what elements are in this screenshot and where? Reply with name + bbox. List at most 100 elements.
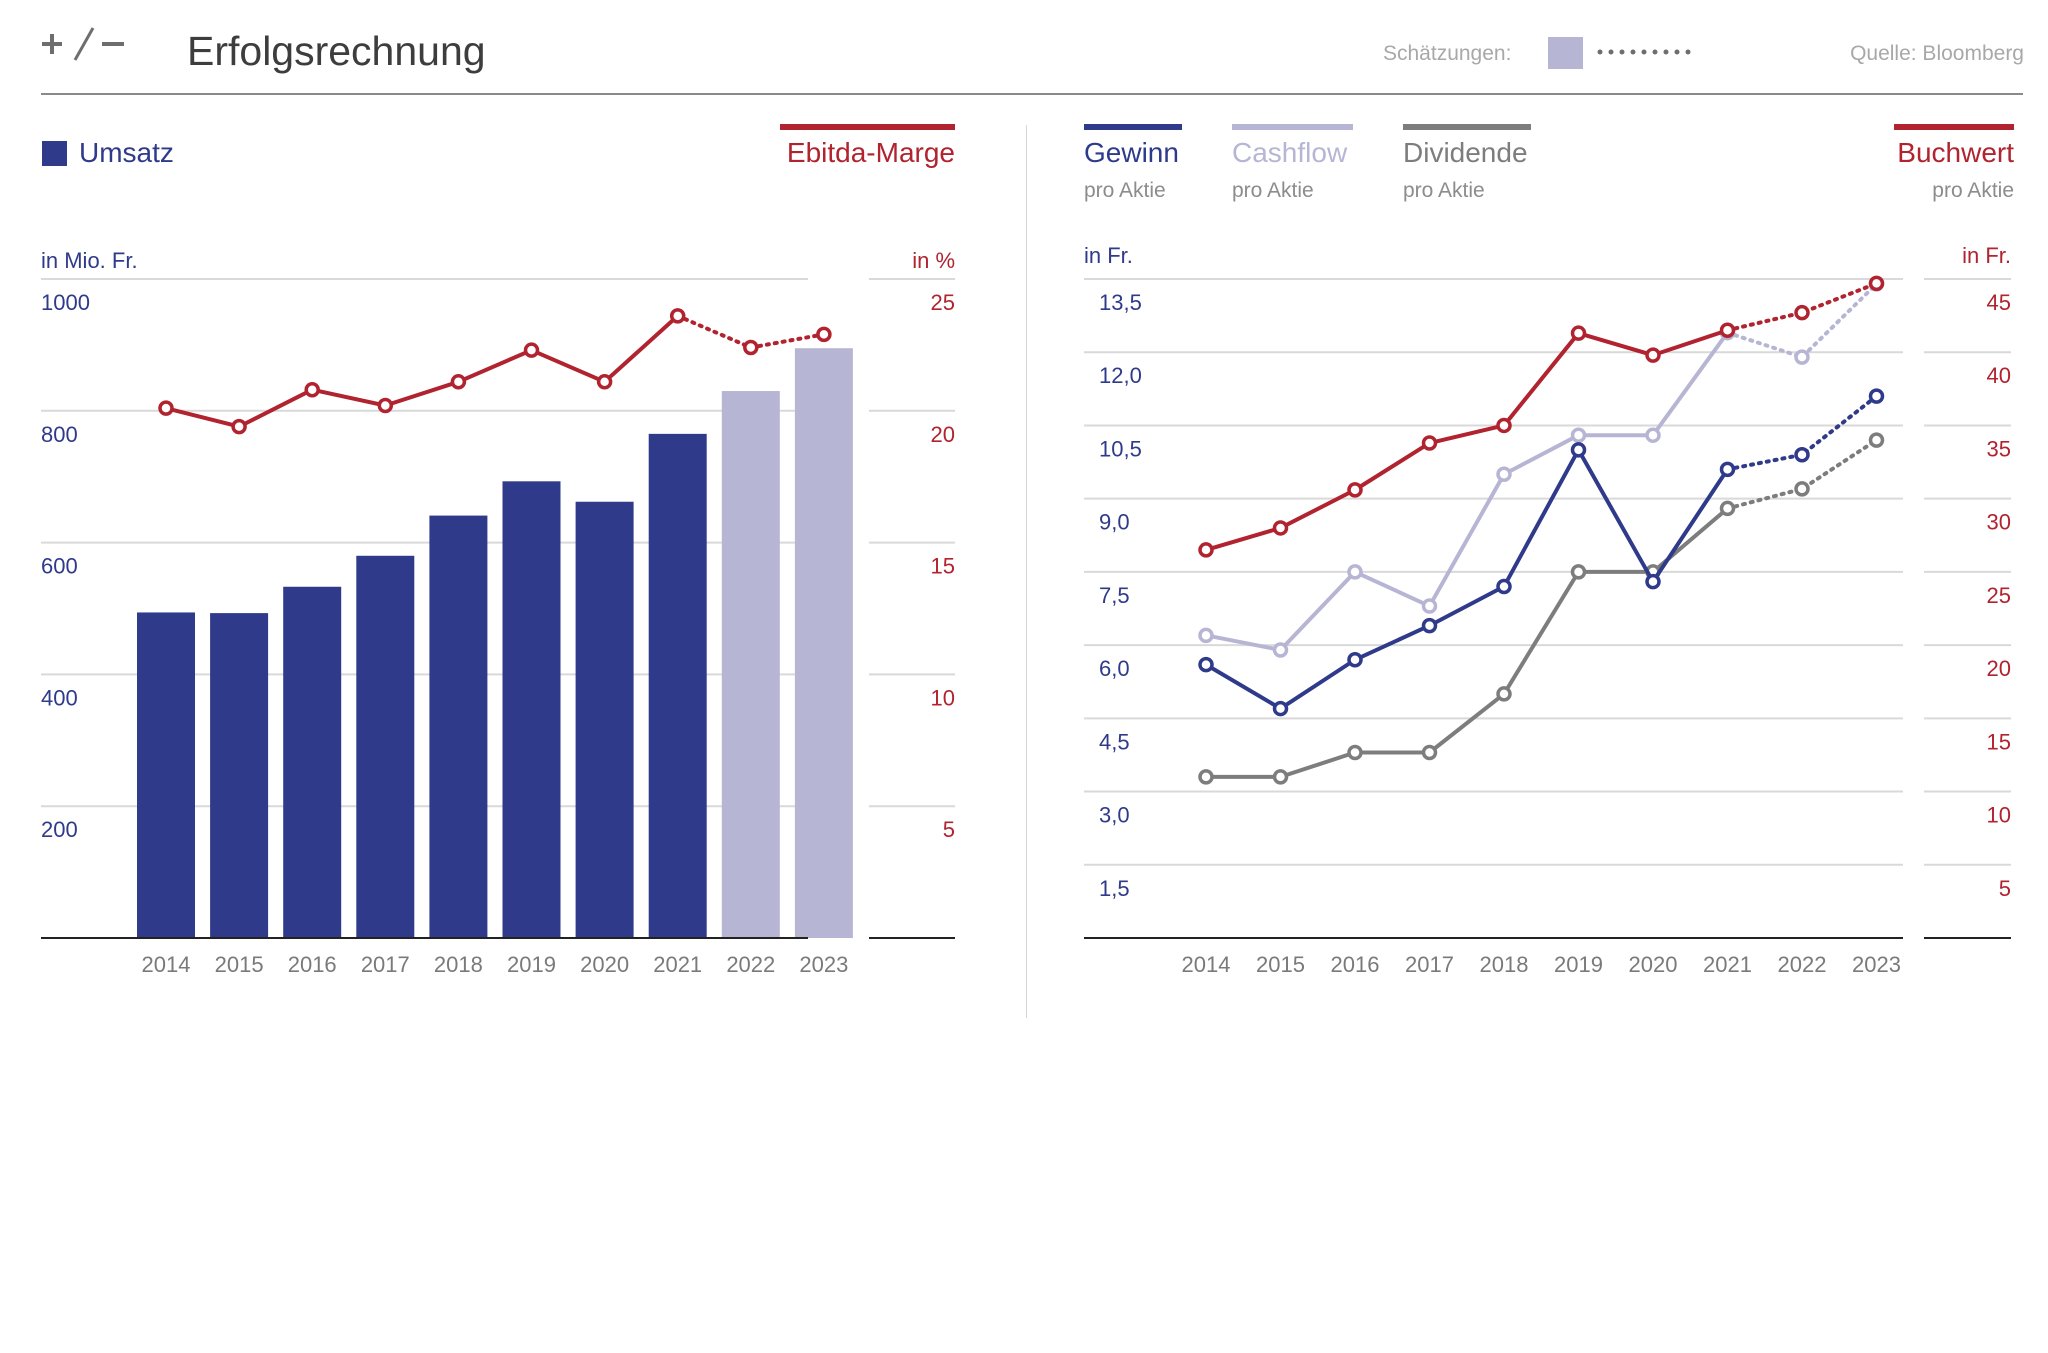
bar-umsatz-2019	[502, 481, 561, 938]
point-cashflow-2016	[1347, 564, 1363, 580]
point-gewinn-2018	[1496, 578, 1512, 595]
point-buchwert-2023	[1868, 275, 1885, 292]
right-y-tick-label: 30	[1987, 510, 2011, 535]
logo-plus-minus-icon	[42, 27, 124, 61]
legend-cashflow-sub: pro Aktie	[1232, 179, 1314, 202]
left-y-tick-label: 600	[41, 554, 78, 579]
right-chart-right-unit-label: in Fr.	[1962, 243, 2011, 268]
left-y-tick-label: 7,5	[1099, 583, 1130, 608]
right-chart-left-unit-label: in Fr.	[1084, 243, 1133, 268]
point-ebitda-marge-2016	[304, 381, 320, 398]
point-gewinn-2021	[1719, 461, 1736, 478]
right-y-tick-label: 10	[1987, 803, 2011, 828]
page-title: Erfolgsrechnung	[187, 28, 486, 74]
x-tick-label: 2020	[1629, 952, 1678, 977]
point-cashflow-2014	[1198, 627, 1214, 644]
point-buchwert-2018	[1496, 417, 1512, 434]
x-tick-label: 2016	[1331, 952, 1380, 977]
point-cashflow-2015	[1272, 642, 1289, 658]
bar-umsatz-2017	[356, 555, 415, 938]
line-gewinn	[1204, 447, 1730, 711]
legend-gewinn-bar	[1084, 124, 1182, 130]
estimate-swatch	[1548, 37, 1583, 69]
x-tick-label: 2015	[1256, 952, 1305, 977]
point-buchwert-2022	[1794, 304, 1810, 321]
right-y-tick-label: 5	[943, 817, 955, 842]
point-gewinn-2016	[1347, 652, 1363, 668]
point-buchwert-2020	[1645, 347, 1661, 363]
bar-umsatz-2020	[575, 501, 634, 938]
estimate-dotted-line-icon	[1597, 49, 1691, 55]
right-y-unit-label: in %	[912, 248, 955, 273]
bar-umsatz-2018	[429, 515, 488, 938]
legend-cashflow-bar	[1232, 124, 1353, 130]
point-ebitda-marge-2021	[669, 308, 686, 324]
point-dividende-2023	[1868, 432, 1885, 448]
right-y-tick-label: 25	[931, 290, 955, 315]
left-y-tick-label: 800	[41, 422, 78, 447]
panel-divider	[1026, 125, 1027, 1018]
x-tick-label: 2018	[434, 952, 483, 977]
point-dividende-2016	[1347, 744, 1363, 761]
point-cashflow-2018	[1496, 466, 1512, 483]
point-dividende-2015	[1272, 769, 1289, 785]
line-ebitda-marge	[165, 314, 680, 429]
legend-buchwert-bar	[1894, 124, 2014, 130]
x-tick-label: 2017	[361, 952, 410, 977]
line-buchwert	[1205, 328, 1729, 552]
left-y-tick-label: 12,0	[1099, 363, 1142, 388]
bar-umsatz-2016	[283, 586, 342, 938]
left-y-tick-label: 200	[41, 817, 78, 842]
right-y-tick-label: 25	[1987, 583, 2011, 608]
source-label: Quelle: Bloomberg	[1850, 42, 2024, 65]
point-dividende-2019	[1570, 564, 1587, 580]
point-gewinn-2023	[1868, 388, 1885, 404]
legend-cashflow: Cashflow	[1232, 137, 1348, 168]
point-ebitda-marge-2023	[816, 326, 832, 343]
line-dividende	[1206, 506, 1729, 779]
legend-gewinn: Gewinn	[1084, 137, 1179, 168]
point-buchwert-2015	[1272, 520, 1289, 536]
point-buchwert-2019	[1570, 325, 1587, 341]
legend-ebitda-bar	[780, 124, 955, 130]
x-tick-label: 2015	[215, 952, 264, 977]
right-y-tick-label: 45	[1987, 290, 2011, 315]
right-y-tick-label: 15	[1987, 729, 2011, 754]
point-cashflow-2019	[1570, 427, 1587, 443]
left-y-tick-label: 3,0	[1099, 803, 1130, 828]
right-y-tick-label: 15	[931, 554, 955, 579]
estimates-label: Schätzungen:	[1383, 42, 1512, 65]
point-ebitda-marge-2015	[231, 418, 247, 435]
point-cashflow-2020	[1645, 427, 1661, 443]
bar-umsatz-2021	[648, 433, 707, 938]
point-gewinn-2022	[1794, 446, 1810, 463]
x-tick-label: 2021	[1703, 952, 1752, 977]
left-y-tick-label: 10,5	[1099, 436, 1142, 461]
line-cashflow-estimate	[1725, 281, 1879, 360]
point-dividende-2021	[1719, 500, 1736, 517]
point-dividende-2018	[1496, 686, 1512, 702]
x-tick-label: 2019	[1554, 952, 1603, 977]
point-ebitda-marge-2019	[523, 342, 540, 358]
right-y-tick-label: 20	[931, 422, 955, 447]
point-ebitda-marge-2014	[158, 400, 174, 416]
x-tick-label: 2019	[507, 952, 556, 977]
right-y-tick-label: 10	[931, 685, 955, 710]
x-tick-label: 2023	[799, 952, 848, 977]
x-tick-label: 2016	[288, 952, 337, 977]
left-y-tick-label: 400	[41, 685, 78, 710]
right-y-tick-label: 40	[1987, 363, 2011, 388]
point-ebitda-marge-2022	[743, 339, 759, 356]
legend-buchwert-sub: pro Aktie	[1932, 179, 2014, 202]
x-tick-label: 2020	[580, 952, 629, 977]
legend-gewinn-sub: pro Aktie	[1084, 179, 1166, 202]
left-y-tick-label: 6,0	[1099, 656, 1130, 681]
point-ebitda-marge-2020	[596, 374, 613, 390]
point-buchwert-2014	[1198, 542, 1214, 558]
point-buchwert-2016	[1347, 482, 1363, 498]
point-buchwert-2021	[1719, 322, 1736, 339]
legend-dividende-bar	[1403, 124, 1531, 130]
right-y-tick-label: 5	[1999, 876, 2011, 901]
bar-umsatz-2023	[794, 348, 853, 938]
